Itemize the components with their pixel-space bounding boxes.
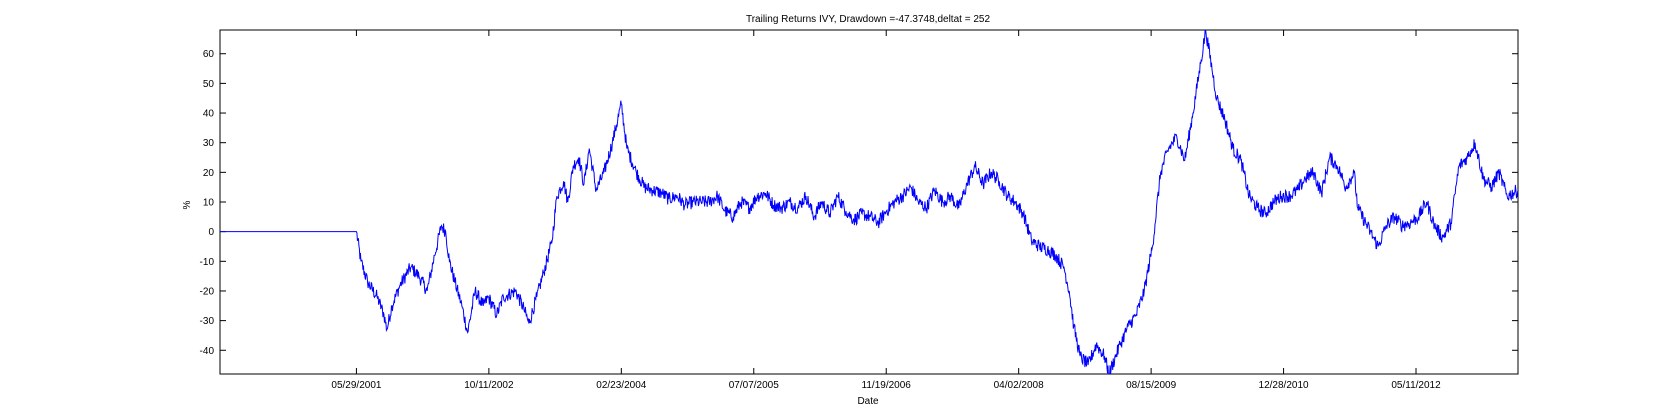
x-tick-label: 07/07/2005 xyxy=(729,380,779,391)
y-tick-label: 30 xyxy=(203,138,215,149)
plot-area-frame xyxy=(219,29,1519,375)
x-axis-label: Date xyxy=(857,396,879,407)
y-tick-label: 10 xyxy=(203,198,215,209)
y-tick-label: 0 xyxy=(208,227,214,238)
y-tick-label: 60 xyxy=(203,49,215,60)
x-tick-label: 08/15/2009 xyxy=(1126,380,1176,391)
y-axis-label: % xyxy=(182,200,193,209)
x-tick-label: 12/28/2010 xyxy=(1259,380,1309,391)
y-tick-label: 20 xyxy=(203,168,215,179)
x-tick-label: 05/11/2012 xyxy=(1391,380,1441,391)
x-tick-label: 11/19/2006 xyxy=(862,380,912,391)
y-tick-label: -40 xyxy=(200,346,215,357)
x-tick-label: 04/02/2008 xyxy=(994,380,1044,391)
chart-title: Trailing Returns IVY, Drawdown =-47.3748… xyxy=(746,14,990,25)
y-tick-label: 50 xyxy=(203,79,215,90)
series-line xyxy=(220,30,1518,374)
y-tick-label: -20 xyxy=(200,286,215,297)
x-tick-label: 05/29/2001 xyxy=(331,380,381,391)
y-tick-label: -30 xyxy=(200,316,215,327)
x-tick-label: 02/23/2004 xyxy=(596,380,646,391)
y-tick-label: 40 xyxy=(203,109,215,120)
x-axis: 05/29/2001 10/11/2002 02/23/2004 07/07/2005… xyxy=(331,30,1441,391)
y-tick-label: -10 xyxy=(200,257,215,268)
y-axis: -40 -30 -20 -10 0 10 20 30 40 50 60 xyxy=(200,49,1518,357)
x-tick-label: 10/11/2002 xyxy=(464,380,514,391)
